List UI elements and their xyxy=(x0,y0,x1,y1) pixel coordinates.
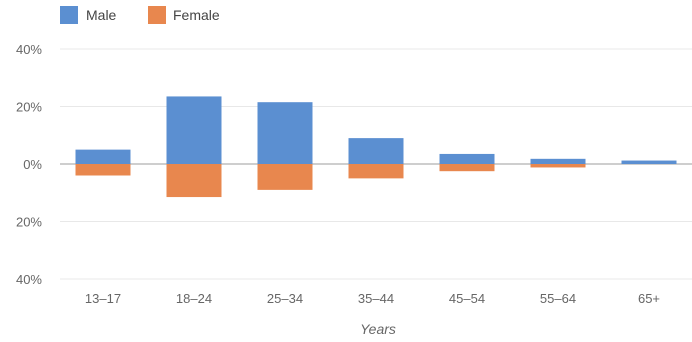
y-tick-label: 20% xyxy=(16,215,42,230)
y-tick-label: 20% xyxy=(16,100,42,115)
bar-male-1 xyxy=(166,96,222,164)
bar-male-4 xyxy=(439,153,495,164)
legend-label-male: Male xyxy=(86,7,117,23)
x-tick-label: 55–64 xyxy=(540,291,576,306)
y-tick-label: 0% xyxy=(23,157,42,172)
x-tick-label: 18–24 xyxy=(176,291,212,306)
bars xyxy=(75,96,677,198)
bar-female-5 xyxy=(530,164,586,168)
y-tick-label: 40% xyxy=(16,42,42,57)
bar-male-6 xyxy=(621,160,677,164)
x-tick-label: 65+ xyxy=(638,291,660,306)
bar-male-2 xyxy=(257,102,313,164)
x-tick-label: 25–34 xyxy=(267,291,303,306)
bar-male-5 xyxy=(530,158,586,164)
bar-female-1 xyxy=(166,164,222,198)
x-axis: 13–17 18–24 25–34 35–44 45–54 55–64 65+ xyxy=(85,291,660,306)
bar-female-3 xyxy=(348,164,404,179)
y-tick-label: 40% xyxy=(16,272,42,287)
bar-male-0 xyxy=(75,149,131,164)
legend: Male Female xyxy=(60,6,220,24)
bar-female-2 xyxy=(257,164,313,190)
legend-swatch-male xyxy=(60,6,78,24)
bar-female-4 xyxy=(439,164,495,172)
bar-female-0 xyxy=(75,164,131,176)
x-axis-title: Years xyxy=(360,321,396,337)
x-tick-label: 35–44 xyxy=(358,291,394,306)
x-tick-label: 13–17 xyxy=(85,291,121,306)
legend-swatch-female xyxy=(148,6,166,24)
x-tick-label: 45–54 xyxy=(449,291,485,306)
legend-label-female: Female xyxy=(173,7,220,23)
y-axis: 40% 20% 0% 20% 40% xyxy=(16,42,42,287)
bar-male-3 xyxy=(348,138,404,164)
